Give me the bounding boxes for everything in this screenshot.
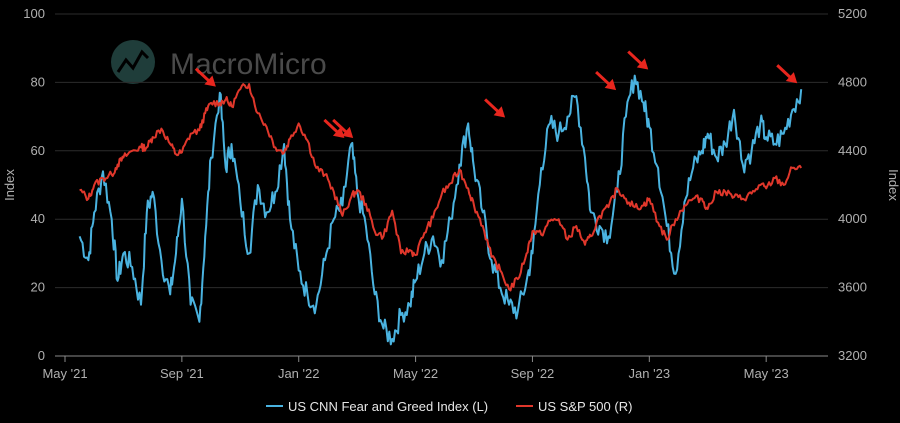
annotation-arrow	[776, 64, 798, 84]
y-right-tick-label: 4400	[838, 143, 867, 158]
y-right-tick-label: 3200	[838, 348, 867, 363]
x-tick-label: Jan '23	[629, 366, 671, 381]
legend: US CNN Fear and Greed Index (L) US S&P 5…	[266, 399, 632, 414]
annotation-arrow-head	[493, 106, 506, 118]
watermark-logo-mark	[116, 49, 150, 73]
x-tick-label: May '21	[42, 366, 87, 381]
y-right-tick-label: 4800	[838, 74, 867, 89]
annotation-arrow	[484, 98, 506, 118]
legend-label-fear-greed: US CNN Fear and Greed Index (L)	[288, 399, 488, 414]
annotation-arrow-head	[341, 126, 354, 138]
axes: 0 20 40 60 80 100 3200 3600 4000 4400 4800 5200 May …	[23, 6, 867, 381]
annotation-arrow-head	[636, 58, 649, 70]
legend-item-fear-greed[interactable]: US CNN Fear and Greed Index (L)	[266, 399, 488, 414]
y-left-tick-label: 20	[31, 280, 45, 295]
series-layer	[78, 74, 803, 346]
x-tick-label: Sep '22	[511, 366, 555, 381]
annotation-arrow	[323, 118, 345, 138]
x-tick-label: Sep '21	[160, 366, 204, 381]
series-line-sp500	[79, 83, 803, 292]
legend-item-sp500[interactable]: US S&P 500 (R)	[516, 399, 632, 414]
y-right-tick-label: 5200	[838, 6, 867, 21]
annotation-arrow	[627, 50, 649, 70]
y-left-axis-title: Index	[2, 169, 17, 201]
y-right-tick-label: 3600	[838, 280, 867, 295]
x-tick-label: Jan '22	[278, 366, 320, 381]
annotation-arrow-head	[604, 78, 617, 91]
x-tick-label: May '22	[393, 366, 438, 381]
y-left-tick-label: 60	[31, 143, 45, 158]
y-left-tick-label: 0	[38, 348, 45, 363]
x-tick-label: May '23	[744, 366, 789, 381]
y-left-tick-label: 80	[31, 74, 45, 89]
annotation-arrow	[332, 118, 354, 138]
watermark-text: MacroMicro	[170, 48, 327, 81]
y-right-tick-label: 4000	[838, 211, 867, 226]
annotation-arrow-head	[332, 126, 345, 138]
annotation-arrow-head	[204, 75, 216, 87]
y-right-axis-title: Index	[886, 169, 900, 201]
y-left-tick-label: 40	[31, 211, 45, 226]
watermark-logo-icon	[111, 40, 155, 84]
annotation-arrow	[595, 70, 617, 91]
annotation-arrow-head	[785, 72, 798, 84]
annotation-arrows	[194, 50, 798, 138]
y-left-tick-label: 100	[23, 6, 45, 21]
legend-label-sp500: US S&P 500 (R)	[538, 399, 632, 414]
annotation-arrow	[194, 67, 216, 87]
watermark: MacroMicro	[111, 40, 327, 84]
series-line-fear-greed	[78, 74, 803, 346]
